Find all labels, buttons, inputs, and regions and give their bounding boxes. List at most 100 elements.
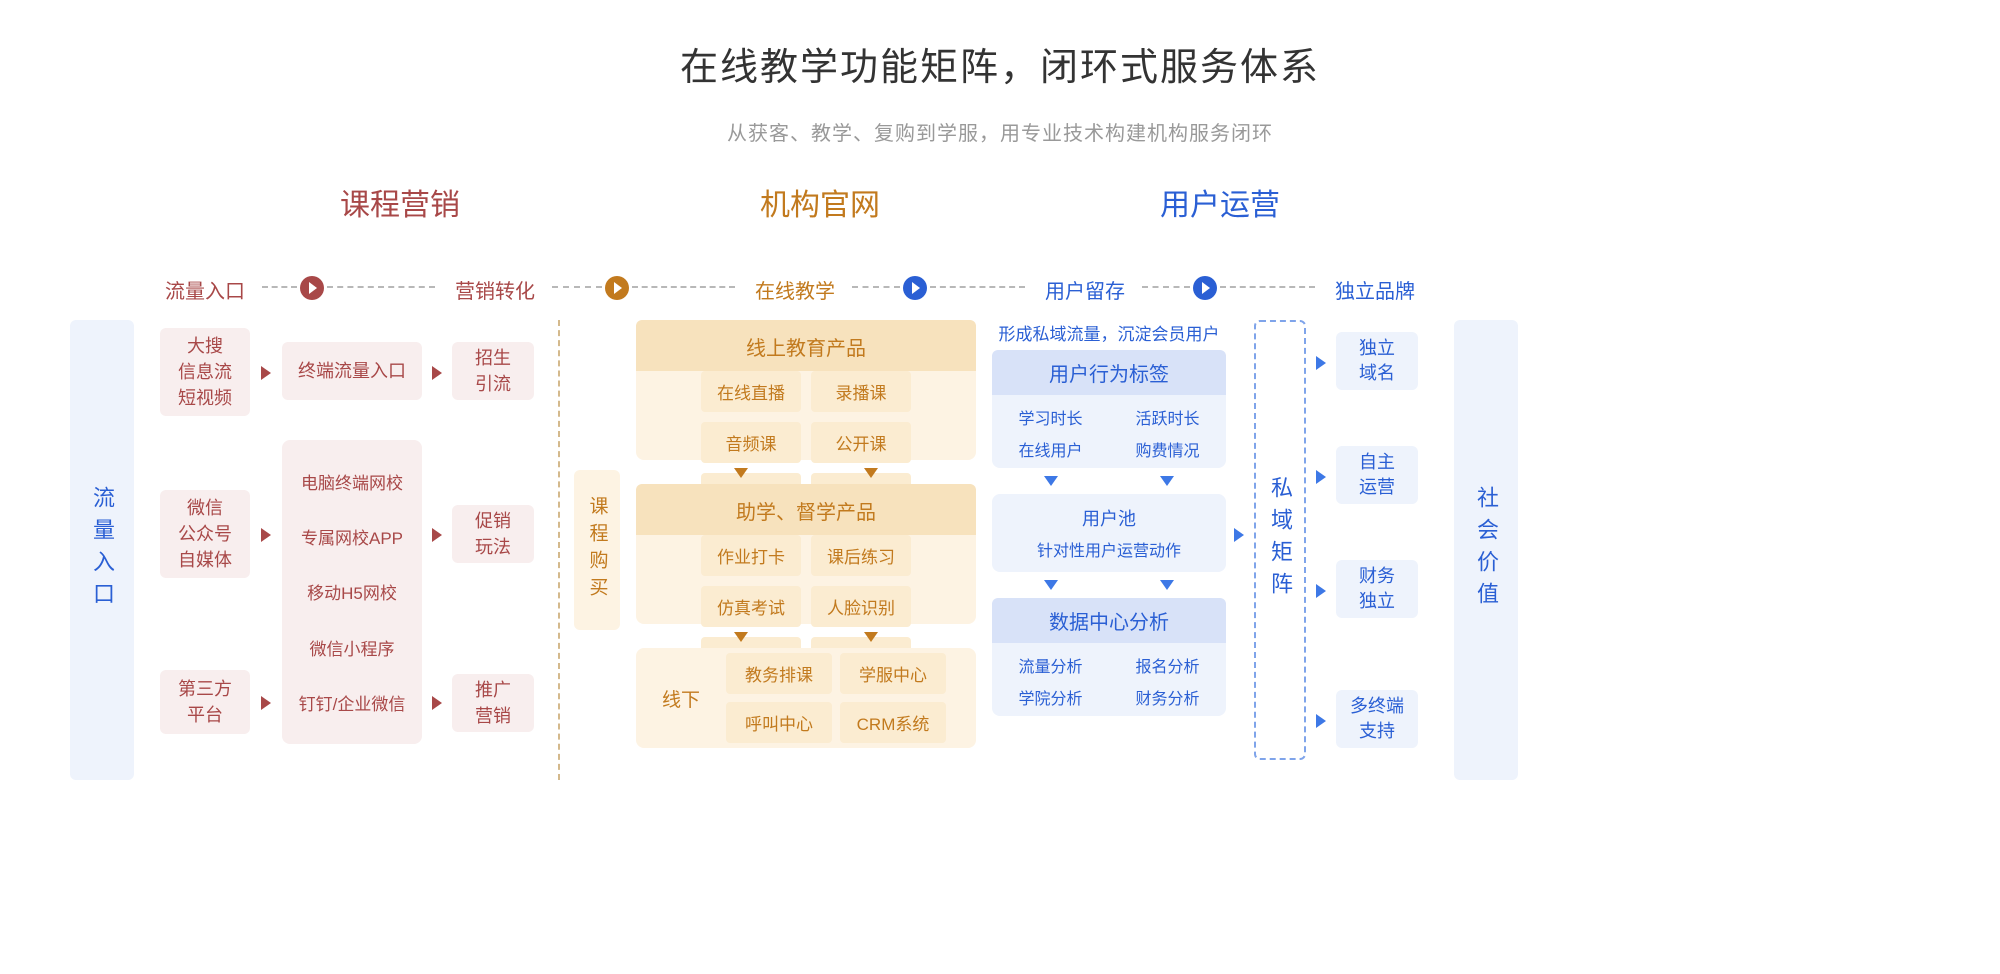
panel-teach-assist: 助学、督学产品 作业打卡 课后练习 仿真考试 人脸识别 电子合同 电子证书 [636,484,976,624]
retain-caption: 形成私域流量，沉淀会员用户 [992,320,1226,345]
box-convert-1: 促销 玩法 [452,505,534,563]
retain-item: 购费情况 [1109,433,1226,465]
section-marketing: 课程营销 [280,180,520,224]
panel-title: 助学、督学产品 [636,484,976,535]
chip: 音频课 [701,422,801,463]
caret-icon [432,366,442,380]
pillar-private-domain: 私域矩阵 [1254,320,1306,760]
panel-retain-tags: 用户行为标签 学习时长 活跃时长 在线用户 购费情况 [992,350,1226,468]
caret-icon [261,528,271,542]
box-brand-2: 财务 独立 [1336,560,1418,618]
dash [930,286,1025,288]
chip: CRM系统 [840,702,946,743]
caret-icon [1160,476,1174,486]
pool-sub: 针对性用户运营动作 [992,537,1226,561]
subhead-convert: 营销转化 [430,275,560,304]
pillar-label: 私域矩阵 [1264,476,1296,604]
caret-icon [1316,356,1326,370]
chip: 人脸识别 [811,586,911,627]
subhead-traffic: 流量入口 [140,275,270,304]
subhead-brand: 独立品牌 [1310,275,1440,304]
dash [852,286,900,288]
play-icon [903,276,927,300]
caret-icon [432,528,442,542]
chip: 课后练习 [811,535,911,576]
panel-title: 线上教育产品 [636,320,976,371]
page-subtitle: 从获客、教学、复购到学服，用专业技术构建机构服务闭环 [0,117,2000,146]
caret-icon [1160,580,1174,590]
caret-icon [1044,580,1058,590]
panel-title: 数据中心分析 [992,598,1226,643]
retain-item: 报名分析 [1109,649,1226,681]
section-operation: 用户运营 [1100,180,1340,224]
caret-icon [432,696,442,710]
panel-retain-pool: 用户池 针对性用户运营动作 [992,494,1226,572]
panel-title: 用户行为标签 [992,350,1226,395]
terminal-item: 钉钉/企业微信 [282,690,422,715]
chip: 教务排课 [726,653,832,694]
dash [327,286,435,288]
chip: 作业打卡 [701,535,801,576]
retain-item: 流量分析 [992,649,1109,681]
box-brand-1: 自主 运营 [1336,446,1418,504]
box-convert-0: 招生 引流 [452,342,534,400]
box-terminal-top: 终端流量入口 [282,342,422,400]
caret-icon [864,632,878,642]
pillar-course-buy: 课程购买 [574,470,620,630]
page-title: 在线教学功能矩阵，闭环式服务体系 [0,0,2000,91]
terminal-item: 移动H5网校 [282,579,422,604]
caret-icon [864,468,878,478]
chip: 仿真考试 [701,586,801,627]
box-traffic-0: 大搜 信息流 短视频 [160,328,250,416]
caret-icon [261,696,271,710]
pillar-traffic-entry: 流量入口 [70,320,134,780]
dash [1220,286,1315,288]
retain-item: 学院分析 [992,681,1109,713]
retain-item: 财务分析 [1109,681,1226,713]
terminal-item: 电脑终端网校 [282,469,422,494]
caret-icon [734,468,748,478]
caret-icon [1316,584,1326,598]
caret-icon [261,366,271,380]
chip: 录播课 [811,371,911,412]
diagram-canvas: 课程营销 机构官网 用户运营 流量入口 营销转化 在线教学 用户留存 独立品牌 … [0,180,2000,974]
pillar-label: 社会价值 [1475,486,1497,614]
panel-teach-online: 线上教育产品 在线直播 录播课 音频课 公开课 课程包 在线题库 [636,320,976,460]
panel-teach-offline: 线下 教务排课 学服中心 呼叫中心 CRM系统 [636,648,976,748]
pillar-label: 课程购买 [588,496,607,604]
box-traffic-1: 微信 公众号 自媒体 [160,490,250,578]
retain-item: 在线用户 [992,433,1109,465]
pillar-label: 流量入口 [91,486,113,614]
caret-icon [1316,714,1326,728]
box-convert-2: 推广 营销 [452,674,534,732]
play-icon [300,276,324,300]
chip: 在线直播 [701,371,801,412]
play-icon [605,276,629,300]
dash [632,286,735,288]
box-traffic-2: 第三方 平台 [160,670,250,734]
box-brand-3: 多终端 支持 [1336,690,1418,748]
panel-terminals: 电脑终端网校 专属网校APP 移动H5网校 微信小程序 钉钉/企业微信 [282,440,422,744]
terminal-item: 微信小程序 [282,635,422,660]
section-website: 机构官网 [700,180,940,224]
pillar-social-value: 社会价值 [1454,320,1518,780]
play-icon [1193,276,1217,300]
terminal-item: 专属网校APP [282,524,422,549]
offline-label: 线下 [636,685,726,712]
retain-item: 学习时长 [992,401,1109,433]
caret-icon [1316,470,1326,484]
panel-retain-data: 数据中心分析 流量分析 报名分析 学院分析 财务分析 [992,598,1226,716]
chip: 呼叫中心 [726,702,832,743]
pool-title: 用户池 [992,505,1226,531]
chip: 公开课 [811,422,911,463]
chip: 学服中心 [840,653,946,694]
subhead-retain: 用户留存 [1020,275,1150,304]
caret-icon [1044,476,1058,486]
dash [552,286,602,288]
vertical-dash [558,320,560,780]
retain-item: 活跃时长 [1109,401,1226,433]
dash [262,286,297,288]
box-brand-0: 独立 域名 [1336,332,1418,390]
subhead-teach: 在线教学 [730,275,860,304]
caret-icon [1234,528,1244,542]
